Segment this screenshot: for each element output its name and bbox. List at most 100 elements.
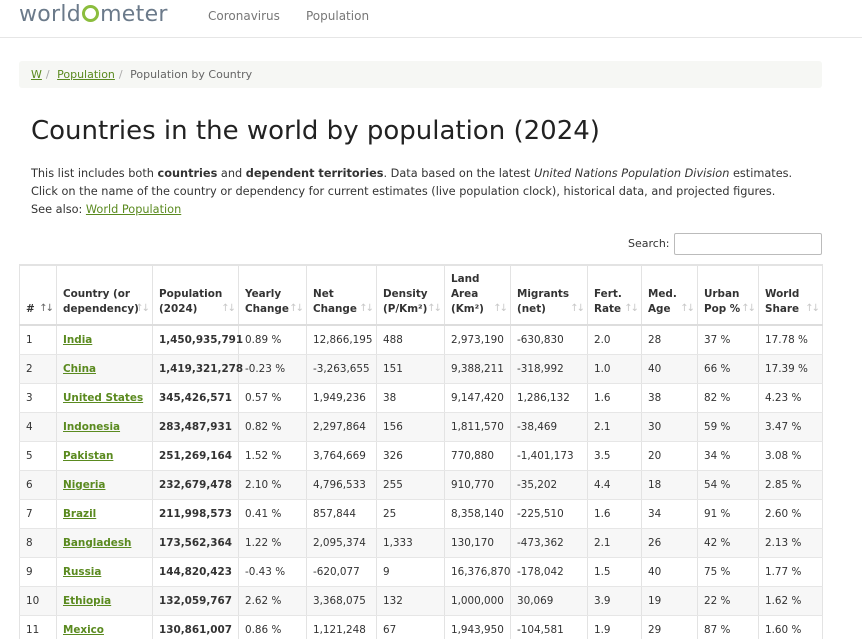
- cell-country: China: [56, 354, 153, 384]
- col-header-text: Med.: [648, 288, 677, 300]
- cell-population: 132,059,767: [152, 586, 239, 616]
- col-header-text: (net): [517, 303, 546, 315]
- cell-world-share: 4.23 %: [758, 383, 823, 413]
- col-header-world-share[interactable]: World Share ↑↓: [758, 264, 823, 326]
- cell-yearly-change: -0.23 %: [238, 354, 307, 384]
- cell-land-area: 1,000,000: [444, 586, 511, 616]
- cell-population: 251,269,164: [152, 441, 239, 471]
- cell-net-change: 1,949,236: [306, 383, 377, 413]
- cell-rank: 9: [19, 557, 57, 587]
- cell-yearly-change: 0.86 %: [238, 615, 307, 639]
- nav-coronavirus[interactable]: Coronavirus: [208, 9, 280, 23]
- cell-density: 132: [376, 586, 445, 616]
- col-header-yearly-change[interactable]: Yearly Change ↑↓: [238, 264, 307, 326]
- cell-net-change: 12,866,195: [306, 325, 377, 355]
- country-link[interactable]: Pakistan: [63, 449, 114, 462]
- table-row: 4 Indonesia 283,487,931 0.82 % 2,297,864 156 1…: [19, 412, 823, 442]
- col-header-land-area[interactable]: Land Area (Km²) ↑↓: [444, 264, 511, 326]
- cell-fert-rate: 2.0: [587, 325, 642, 355]
- country-link[interactable]: India: [63, 333, 93, 346]
- cell-density: 255: [376, 470, 445, 500]
- cell-rank: 4: [19, 412, 57, 442]
- table-row: 8 Bangladesh 173,562,364 1.22 % 2,095,374 1,3…: [19, 528, 823, 558]
- cell-density: 326: [376, 441, 445, 471]
- breadcrumb-population[interactable]: Population: [57, 68, 115, 81]
- col-header-net-change[interactable]: Net Change ↑↓: [306, 264, 377, 326]
- breadcrumb-current: Population by Country: [130, 68, 253, 81]
- country-link[interactable]: Brazil: [63, 507, 97, 520]
- cell-population: 130,861,007: [152, 615, 239, 639]
- top-navbar: world meter Coronavirus Population: [0, 0, 862, 38]
- col-header-migrants[interactable]: Migrants (net) ↑↓: [510, 264, 588, 326]
- sort-icon: ↑↓: [359, 303, 374, 314]
- col-header-text: Area: [451, 288, 479, 300]
- sort-icon: ↑↓: [680, 303, 695, 314]
- col-header-country[interactable]: Country (or dependency) ↑↓: [56, 264, 153, 326]
- cell-net-change: -3,263,655: [306, 354, 377, 384]
- cell-rank: 10: [19, 586, 57, 616]
- col-header-population[interactable]: Population (2024) ↑↓: [152, 264, 239, 326]
- nav-population[interactable]: Population: [306, 9, 370, 23]
- col-header-density[interactable]: Density (P/Km²) ↑↓: [376, 264, 445, 326]
- country-link[interactable]: Bangladesh: [63, 536, 132, 549]
- country-link[interactable]: Indonesia: [63, 420, 121, 433]
- col-header-text: Land: [451, 273, 480, 285]
- cell-population: 144,820,423: [152, 557, 239, 587]
- cell-urban-pop: 59 %: [697, 412, 759, 442]
- cell-rank: 3: [19, 383, 57, 413]
- sort-icon: ↑↓: [805, 303, 820, 314]
- cell-yearly-change: 2.10 %: [238, 470, 307, 500]
- cell-world-share: 2.13 %: [758, 528, 823, 558]
- country-link[interactable]: Russia: [63, 565, 102, 578]
- cell-fert-rate: 4.4: [587, 470, 642, 500]
- table-row: 9 Russia 144,820,423 -0.43 % -620,077 9 16,376…: [19, 557, 823, 587]
- cell-rank: 6: [19, 470, 57, 500]
- world-population-link[interactable]: World Population: [85, 203, 182, 216]
- table-row: 3 United States 345,426,571 0.57 % 1,949,236…: [19, 383, 823, 413]
- country-link[interactable]: Mexico: [63, 623, 104, 636]
- country-link[interactable]: China: [63, 362, 96, 375]
- cell-world-share: 17.39 %: [758, 354, 823, 384]
- col-header-fert-rate[interactable]: Fert. Rate ↑↓: [587, 264, 642, 326]
- sort-icon: ↑↓: [570, 303, 585, 314]
- worldometer-logo[interactable]: world meter: [19, 2, 168, 27]
- cell-yearly-change: 1.52 %: [238, 441, 307, 471]
- logo-circle-icon: [82, 5, 100, 22]
- cell-med-age: 26: [641, 528, 698, 558]
- sort-icon: ↑↓: [624, 303, 639, 314]
- cell-med-age: 38: [641, 383, 698, 413]
- cell-migrants: -35,202: [510, 470, 588, 500]
- cell-med-age: 34: [641, 499, 698, 529]
- cell-population: 1,419,321,278: [152, 354, 243, 384]
- cell-migrants: -630,830: [510, 325, 588, 355]
- cell-fert-rate: 2.1: [587, 412, 642, 442]
- cell-land-area: 2,973,190: [444, 325, 511, 355]
- cell-density: 67: [376, 615, 445, 639]
- cell-med-age: 30: [641, 412, 698, 442]
- cell-country: Pakistan: [56, 441, 153, 471]
- col-header-urban-pop[interactable]: Urban Pop % ↑↓: [697, 264, 759, 326]
- col-header-med-age[interactable]: Med. Age ↑↓: [641, 264, 698, 326]
- search-input[interactable]: [674, 233, 822, 255]
- cell-net-change: 1,121,248: [306, 615, 377, 639]
- country-link[interactable]: Nigeria: [63, 478, 106, 491]
- cell-migrants: -104,581: [510, 615, 588, 639]
- col-header-text: Net: [313, 288, 334, 300]
- table-row: 10 Ethiopia 132,059,767 2.62 % 3,368,075 132 1…: [19, 586, 823, 616]
- cell-density: 488: [376, 325, 445, 355]
- cell-fert-rate: 1.9: [587, 615, 642, 639]
- cell-land-area: 1,811,570: [444, 412, 511, 442]
- country-link[interactable]: United States: [63, 391, 144, 404]
- cell-migrants: -318,992: [510, 354, 588, 384]
- col-header-text: Change: [313, 303, 357, 315]
- sort-icon: ↑↓: [741, 303, 756, 314]
- cell-land-area: 8,358,140: [444, 499, 511, 529]
- cell-rank: 5: [19, 441, 57, 471]
- table-row: 2 China 1,419,321,278 -0.23 % -3,263,655 151 9…: [19, 354, 823, 384]
- breadcrumb-home[interactable]: W: [31, 68, 42, 81]
- country-link[interactable]: Ethiopia: [63, 594, 112, 607]
- cell-world-share: 3.47 %: [758, 412, 823, 442]
- col-header-text: Country (or: [63, 288, 131, 300]
- cell-land-area: 910,770: [444, 470, 511, 500]
- col-header-rank[interactable]: # ↑↓: [19, 264, 57, 326]
